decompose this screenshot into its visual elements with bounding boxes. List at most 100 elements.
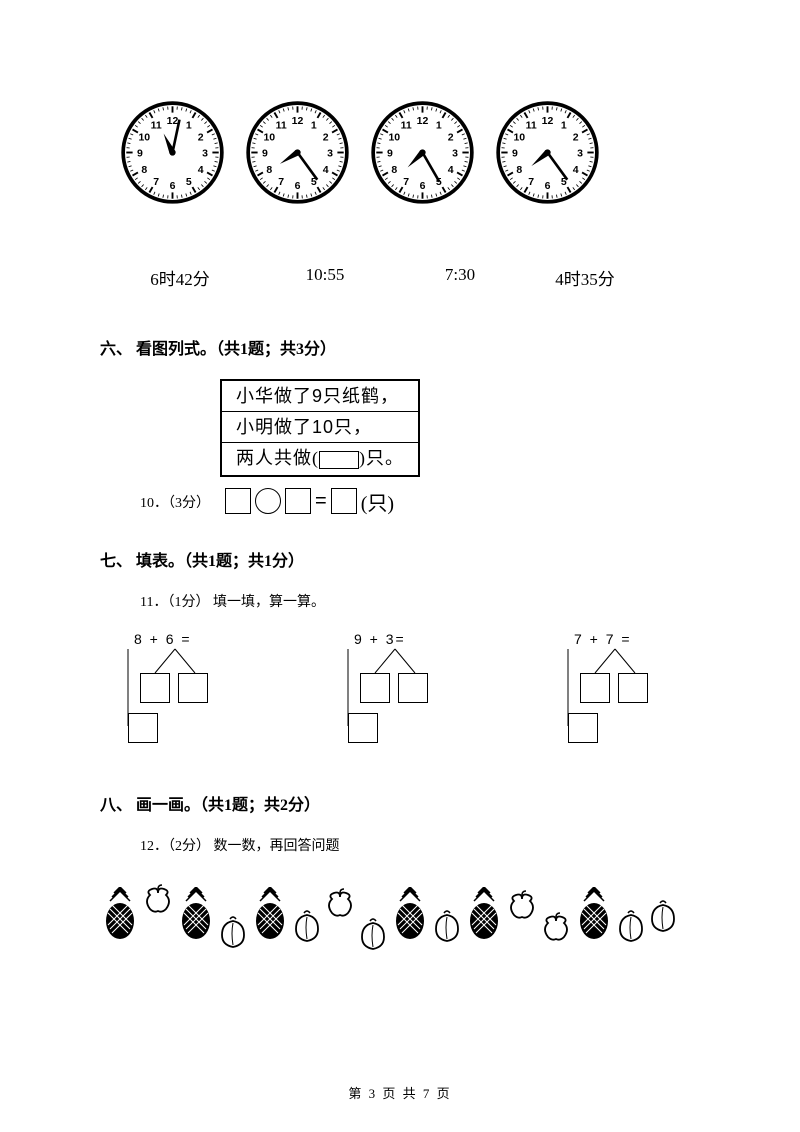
section-7-heading: 七、 填表。（共1题；共1分） xyxy=(100,547,700,571)
crane-l1b: 只纸鹤， xyxy=(323,386,399,406)
clock-2: 121234567891011 xyxy=(245,100,350,205)
svg-text:1: 1 xyxy=(186,120,192,132)
svg-text:10: 10 xyxy=(138,131,150,143)
svg-text:3: 3 xyxy=(202,148,208,160)
crane-l1a: 小华做了 xyxy=(236,386,312,406)
svg-text:7: 7 xyxy=(528,176,534,188)
crane-box: 小华做了9只纸鹤， 小明做了10只， 两人共做( )只。 xyxy=(220,379,420,477)
eq-box-2 xyxy=(285,488,311,514)
crane-l1n: 9 xyxy=(312,386,323,406)
peach-icon xyxy=(616,909,646,943)
svg-text:11: 11 xyxy=(276,120,287,132)
svg-text:9: 9 xyxy=(262,148,268,160)
clock-4: 121234567891011 xyxy=(495,100,600,205)
svg-text:4: 4 xyxy=(448,164,454,176)
svg-text:6: 6 xyxy=(295,180,301,192)
box-b2 xyxy=(398,673,428,703)
box-a2 xyxy=(178,673,208,703)
q11-label: 11．（1分） 填一填，算一算。 xyxy=(140,591,700,611)
svg-text:9: 9 xyxy=(512,148,518,160)
svg-text:3: 3 xyxy=(327,148,333,160)
svg-text:8: 8 xyxy=(266,164,272,176)
svg-text:1: 1 xyxy=(311,120,317,132)
svg-text:7: 7 xyxy=(403,176,409,188)
box-a3 xyxy=(128,713,158,743)
svg-text:4: 4 xyxy=(198,164,204,176)
q12-label: 12．（2分） 数一数，再回答问题 xyxy=(140,835,700,855)
svg-text:11: 11 xyxy=(526,120,537,132)
svg-text:12: 12 xyxy=(417,115,429,127)
pineapple-icon xyxy=(390,887,430,943)
box-c3 xyxy=(568,713,598,743)
eq-unit: (只) xyxy=(361,487,394,516)
eq-box-1 xyxy=(225,488,251,514)
apple-icon xyxy=(142,883,174,915)
svg-text:9: 9 xyxy=(387,148,393,160)
peach-icon xyxy=(218,915,248,949)
apple-icon xyxy=(324,887,356,919)
crane-l2b: 只， xyxy=(334,417,372,437)
svg-text:8: 8 xyxy=(516,164,522,176)
peach-icon xyxy=(292,909,322,943)
svg-text:11: 11 xyxy=(401,120,412,132)
crane-line-1: 小华做了9只纸鹤， xyxy=(222,381,418,412)
crane-line-3: 两人共做( )只。 xyxy=(222,443,418,475)
pineapple-icon xyxy=(464,887,504,943)
time-label-3: 7:30 xyxy=(400,265,520,290)
crane-l2n: 10 xyxy=(312,417,334,437)
clock-1: 121234567891011 xyxy=(120,100,225,205)
time-label-2: 10:55 xyxy=(260,265,390,290)
section-6-heading: 六、 看图列式。（共1题；共3分） xyxy=(100,335,700,359)
svg-text:12: 12 xyxy=(292,115,304,127)
svg-text:1: 1 xyxy=(436,120,442,132)
peach-icon xyxy=(648,899,678,933)
clock-3: 121234567891011 xyxy=(370,100,475,205)
crane-l3a: 两人共做( xyxy=(236,448,319,468)
svg-text:2: 2 xyxy=(198,131,204,143)
box-c2 xyxy=(618,673,648,703)
page-footer: 第 3 页 共 7 页 xyxy=(0,1083,800,1102)
pineapple-icon xyxy=(100,887,140,943)
fill-item-1: 8 + 6 = xyxy=(120,631,250,751)
svg-text:10: 10 xyxy=(513,131,525,143)
svg-text:12: 12 xyxy=(542,115,554,127)
svg-text:2: 2 xyxy=(448,131,454,143)
time-label-4: 4时35分 xyxy=(530,265,640,290)
svg-text:2: 2 xyxy=(573,131,579,143)
pineapple-icon xyxy=(574,887,614,943)
svg-text:3: 3 xyxy=(577,148,583,160)
q10-label: 10．（3分） xyxy=(140,496,210,511)
q10-container: 小华做了9只纸鹤， 小明做了10只， 两人共做()只。 = (只) 10．（3分… xyxy=(100,379,700,512)
apple-icon xyxy=(540,911,572,943)
crane-l3b: )只。 xyxy=(359,448,404,468)
svg-text:2: 2 xyxy=(323,131,329,143)
svg-text:6: 6 xyxy=(420,180,426,192)
fill-row: 8 + 6 = 9 + 3= 7 + 7 = xyxy=(120,631,700,751)
blank-rect xyxy=(319,451,359,469)
pineapple-icon xyxy=(176,887,216,943)
eq-box-3 xyxy=(331,488,357,514)
fruits-row xyxy=(100,873,700,943)
fill-item-3: 7 + 7 = xyxy=(560,631,690,751)
times-row: 6时42分 10:55 7:30 4时35分 xyxy=(130,265,700,290)
box-b3 xyxy=(348,713,378,743)
svg-text:11: 11 xyxy=(151,120,162,132)
crane-l2a: 小明做了 xyxy=(236,417,312,437)
svg-text:10: 10 xyxy=(263,131,275,143)
svg-text:1: 1 xyxy=(561,120,567,132)
svg-text:3: 3 xyxy=(452,148,458,160)
svg-text:8: 8 xyxy=(391,164,397,176)
svg-text:6: 6 xyxy=(170,180,176,192)
svg-text:5: 5 xyxy=(186,176,192,188)
pineapple-icon xyxy=(250,887,290,943)
box-b1 xyxy=(360,673,390,703)
peach-icon xyxy=(358,917,388,951)
svg-text:12: 12 xyxy=(167,115,179,127)
clocks-row: 121234567891011 121234567891011 12123456… xyxy=(120,100,700,205)
section-8-heading: 八、 画一画。（共1题；共2分） xyxy=(100,791,700,815)
box-a1 xyxy=(140,673,170,703)
apple-icon xyxy=(506,889,538,921)
svg-text:8: 8 xyxy=(141,164,147,176)
fill-item-2: 9 + 3= xyxy=(340,631,470,751)
svg-text:7: 7 xyxy=(153,176,159,188)
